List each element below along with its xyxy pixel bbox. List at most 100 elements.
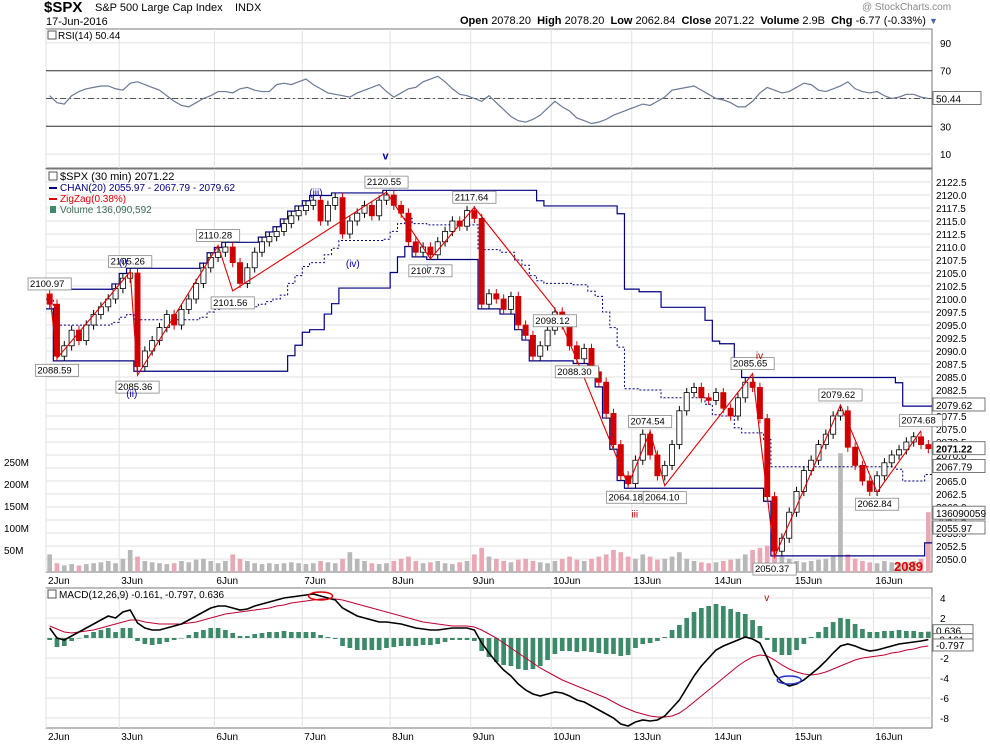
volume-bar-119 — [918, 558, 924, 572]
volume-bar-19 — [186, 562, 192, 572]
candle-body-36 — [310, 199, 317, 206]
volume-bar-4 — [76, 565, 82, 572]
zigzag-tag-8: 2117.64 — [455, 192, 489, 203]
volume-bar-12 — [135, 556, 140, 572]
volume-bar-40 — [340, 558, 345, 572]
candle-body-107 — [830, 415, 837, 435]
candle-body-66 — [529, 334, 536, 357]
volume-bar-88 — [691, 561, 697, 572]
macd-hist-23 — [215, 628, 221, 638]
volume-bar-32 — [281, 563, 287, 572]
volume-bar-91 — [713, 562, 719, 572]
zigzag-tag-box-7 — [408, 264, 453, 278]
macd-hist-12 — [135, 638, 140, 641]
candle-body-91 — [713, 392, 719, 401]
macd-hist-19 — [186, 635, 192, 638]
candle-body-55 — [449, 220, 456, 232]
price-tick-2: 2117.5 — [936, 204, 966, 215]
rsi-last-tag — [932, 91, 982, 105]
volume-bar-66 — [530, 561, 536, 572]
zigzag-tag-17: 2062.84 — [857, 499, 891, 510]
volume-bar-118 — [911, 561, 917, 572]
volume-bar-90 — [706, 563, 712, 572]
macd-marker-label: v — [764, 593, 769, 604]
candle-body-24 — [222, 246, 229, 253]
volume-bar-27 — [245, 561, 250, 572]
price-tick-13: 2090.0 — [936, 347, 967, 358]
price-tick-23: 2065.0 — [936, 477, 967, 488]
candle-body-119 — [918, 436, 924, 445]
macd-hist-17 — [171, 638, 177, 640]
macd-hist-96 — [750, 620, 755, 638]
legend-volume-swatch — [50, 206, 56, 213]
macd-hist-11 — [127, 628, 133, 638]
price-tick-28: 2052.5 — [936, 542, 967, 553]
macd-hist-37 — [318, 635, 323, 638]
channel-lower — [46, 245, 932, 557]
candle-body-68 — [544, 329, 551, 347]
candle-body-80 — [632, 459, 639, 485]
zigzag-tag-12: 2074.54 — [630, 416, 664, 427]
macd-hist-119 — [918, 632, 924, 638]
volume-bar-25 — [230, 554, 236, 572]
channel-upper — [46, 189, 932, 407]
macd-hist-108 — [838, 618, 843, 638]
volume-bar-3 — [69, 564, 74, 572]
macd-axis-tag-box-2 — [932, 638, 974, 652]
macd-cross-marker-red — [307, 591, 334, 601]
price-tick-29: 2050.0 — [936, 555, 967, 566]
price-axis-tag-3: 136090059 — [936, 509, 986, 520]
day-label-top-3: 7Jun — [304, 576, 326, 587]
candle-body-32 — [281, 223, 287, 232]
macd-hist-106 — [823, 627, 829, 638]
price-legend-chan: CHAN(20) 2055.97 - 2067.79 - 2079.62 — [60, 183, 236, 194]
candle-body-6 — [90, 314, 97, 326]
candle-body-34 — [295, 210, 302, 217]
macd-hist-51 — [420, 638, 426, 645]
zigzag-tag-14: 2085.65 — [733, 359, 767, 370]
volume-bar-48 — [398, 558, 404, 572]
corner-label: 2089 — [894, 559, 923, 574]
macd-hist-54 — [442, 638, 448, 642]
zigzag-tag-15: 2050.37 — [755, 564, 789, 575]
macd-hist-21 — [201, 630, 206, 638]
volume-bar-114 — [882, 561, 887, 572]
macd-hist-8 — [105, 628, 111, 638]
candle-body-33 — [288, 215, 295, 225]
day-label-bottom-8: 14Jun — [714, 732, 741, 743]
volume-bar-24 — [223, 561, 228, 572]
dropdown-caret-icon[interactable]: ▼ — [928, 16, 938, 26]
volume-bar-83 — [655, 559, 660, 572]
zigzag-tag-10: 2088.30 — [557, 367, 591, 378]
candle-body-60 — [486, 293, 492, 305]
candle-body-50 — [412, 241, 419, 253]
day-label-top-1: 3Jun — [121, 576, 143, 587]
rsi-legend-box — [47, 30, 57, 40]
wave-label-7: iv — [756, 351, 763, 362]
day-label-bottom-4: 8Jun — [392, 732, 414, 743]
day-label-top-4: 8Jun — [392, 576, 414, 587]
volume-bar-1 — [54, 563, 60, 572]
volume-bar-72 — [574, 559, 580, 572]
candle-body-105 — [815, 444, 822, 461]
macd-hist-49 — [406, 638, 411, 646]
macd-hist-2 — [61, 638, 67, 646]
candle-body-65 — [522, 324, 529, 336]
macd-hist-61 — [493, 638, 499, 662]
volume-bar-43 — [362, 561, 367, 572]
macd-line — [49, 593, 929, 727]
candle-body-45 — [376, 199, 383, 217]
zigzag-line — [49, 191, 922, 560]
price-axis-tag-box-1 — [932, 441, 986, 456]
macd-hist-1 — [54, 638, 60, 647]
volume-tick-4: 50M — [4, 546, 23, 557]
volume-bar-84 — [662, 558, 668, 572]
price-axis-tag-2: 2067.79 — [936, 462, 973, 473]
macd-hist-82 — [647, 638, 653, 643]
macd-axis-tag-2: -0.797 — [936, 641, 965, 652]
volume-bar-81 — [640, 554, 646, 572]
volume-bar-49 — [406, 556, 411, 572]
macd-hist-56 — [457, 638, 463, 640]
volume-label: Volume — [760, 15, 800, 27]
macd-hist-79 — [625, 638, 631, 655]
